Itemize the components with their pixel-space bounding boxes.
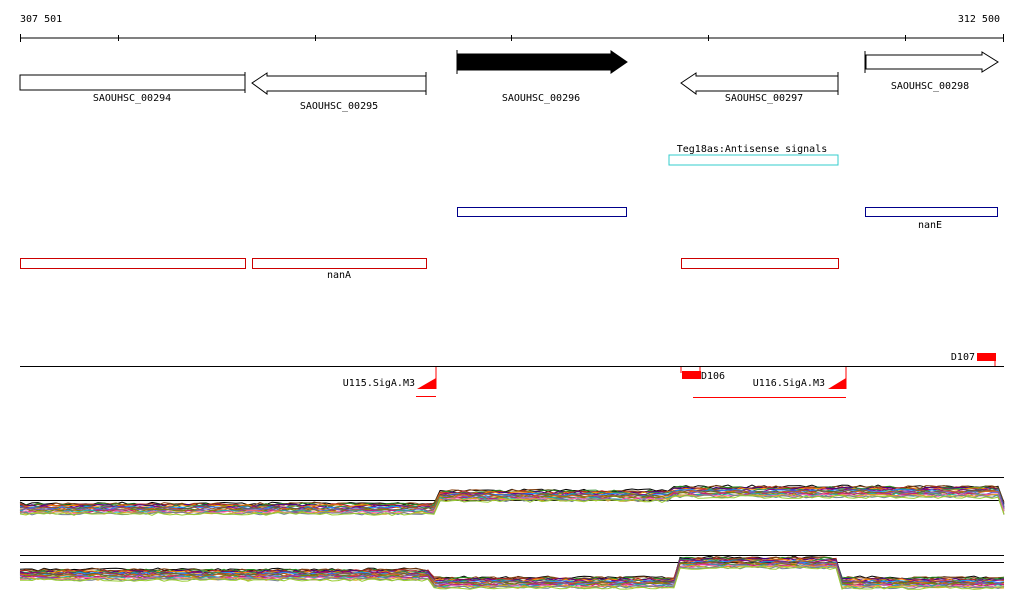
gene-saouhsc-00295[interactable]: SAOUHSC_00295 — [251, 72, 427, 112]
red-feature-track: nanA — [20, 258, 839, 281]
gene-label: SAOUHSC_00296 — [502, 93, 580, 104]
gene-label: SAOUHSC_00294 — [93, 93, 171, 104]
ruler-start-label: 307 501 — [20, 14, 62, 25]
promoter-u116[interactable]: U116.SigA.M3 — [693, 367, 847, 398]
expression-profile-line — [19, 494, 1005, 516]
gene-label: SAOUHSC_00295 — [300, 101, 378, 112]
coordinate-ruler: 307 501 312 500 — [20, 14, 1004, 42]
gene-arrow-right-filled — [456, 50, 628, 74]
red-feature-box[interactable] — [20, 258, 246, 269]
gene-label: SAOUHSC_00298 — [891, 81, 969, 92]
promoter-u115[interactable]: U115.SigA.M3 — [343, 367, 437, 397]
expression-profiles-2 — [19, 555, 1005, 590]
segment-d107[interactable]: D107 — [951, 352, 996, 366]
red-feature-box[interactable] — [681, 258, 839, 269]
segment-box — [977, 353, 996, 361]
blue-feature-box-nane[interactable] — [865, 207, 998, 217]
gene-saouhsc-00296[interactable]: SAOUHSC_00296 — [456, 50, 628, 104]
promoter-label: U116.SigA.M3 — [753, 378, 825, 389]
blue-feature-track: nanE — [457, 207, 998, 231]
gene-label: SAOUHSC_00297 — [725, 93, 803, 104]
expression-profile-line — [19, 565, 1005, 590]
gene-arrow-right — [865, 51, 999, 73]
promoter-label: U115.SigA.M3 — [343, 378, 415, 389]
ruler-end-label: 312 500 — [958, 14, 1000, 25]
segment-label: D106 — [701, 371, 725, 382]
blue-feature-label: nanE — [918, 220, 942, 231]
segment-label: D107 — [951, 352, 975, 363]
expression-track-2 — [19, 555, 1005, 590]
expression-track-1 — [19, 477, 1005, 516]
gene-arrow-left-blunt — [19, 74, 246, 91]
gene-arrow-left — [251, 72, 427, 95]
segment-box — [682, 371, 701, 379]
expression-profile-line — [19, 493, 1005, 515]
gene-saouhsc-00297[interactable]: SAOUHSC_00297 — [680, 72, 839, 104]
promoter-track: U115.SigA.M3 D106 U116.SigA.M3 D107 — [20, 352, 1004, 398]
promoter-triangle — [417, 378, 436, 389]
antisense-box — [668, 154, 839, 166]
segment-d106[interactable]: D106 — [680, 367, 725, 382]
promoter-triangle — [828, 378, 846, 389]
blue-feature-box[interactable] — [457, 207, 627, 217]
gene-saouhsc-00294[interactable]: SAOUHSC_00294 — [19, 72, 246, 104]
gene-track: SAOUHSC_00294 SAOUHSC_00295 SAOUHSC_0029… — [19, 50, 999, 112]
antisense-label: Teg18as:Antisense signals — [677, 144, 828, 155]
gene-arrow-left — [680, 72, 839, 95]
expression-profile-line — [19, 489, 1005, 512]
red-feature-box-nana[interactable] — [252, 258, 427, 269]
red-feature-label: nanA — [327, 270, 351, 281]
gene-saouhsc-00298[interactable]: SAOUHSC_00298 — [864, 51, 999, 92]
antisense-track[interactable]: Teg18as:Antisense signals — [668, 144, 839, 166]
expression-profiles-1 — [19, 484, 1005, 516]
